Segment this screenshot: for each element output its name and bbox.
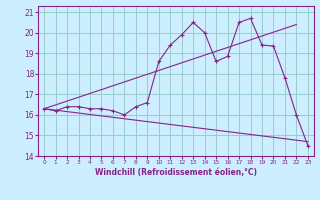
X-axis label: Windchill (Refroidissement éolien,°C): Windchill (Refroidissement éolien,°C) <box>95 168 257 177</box>
